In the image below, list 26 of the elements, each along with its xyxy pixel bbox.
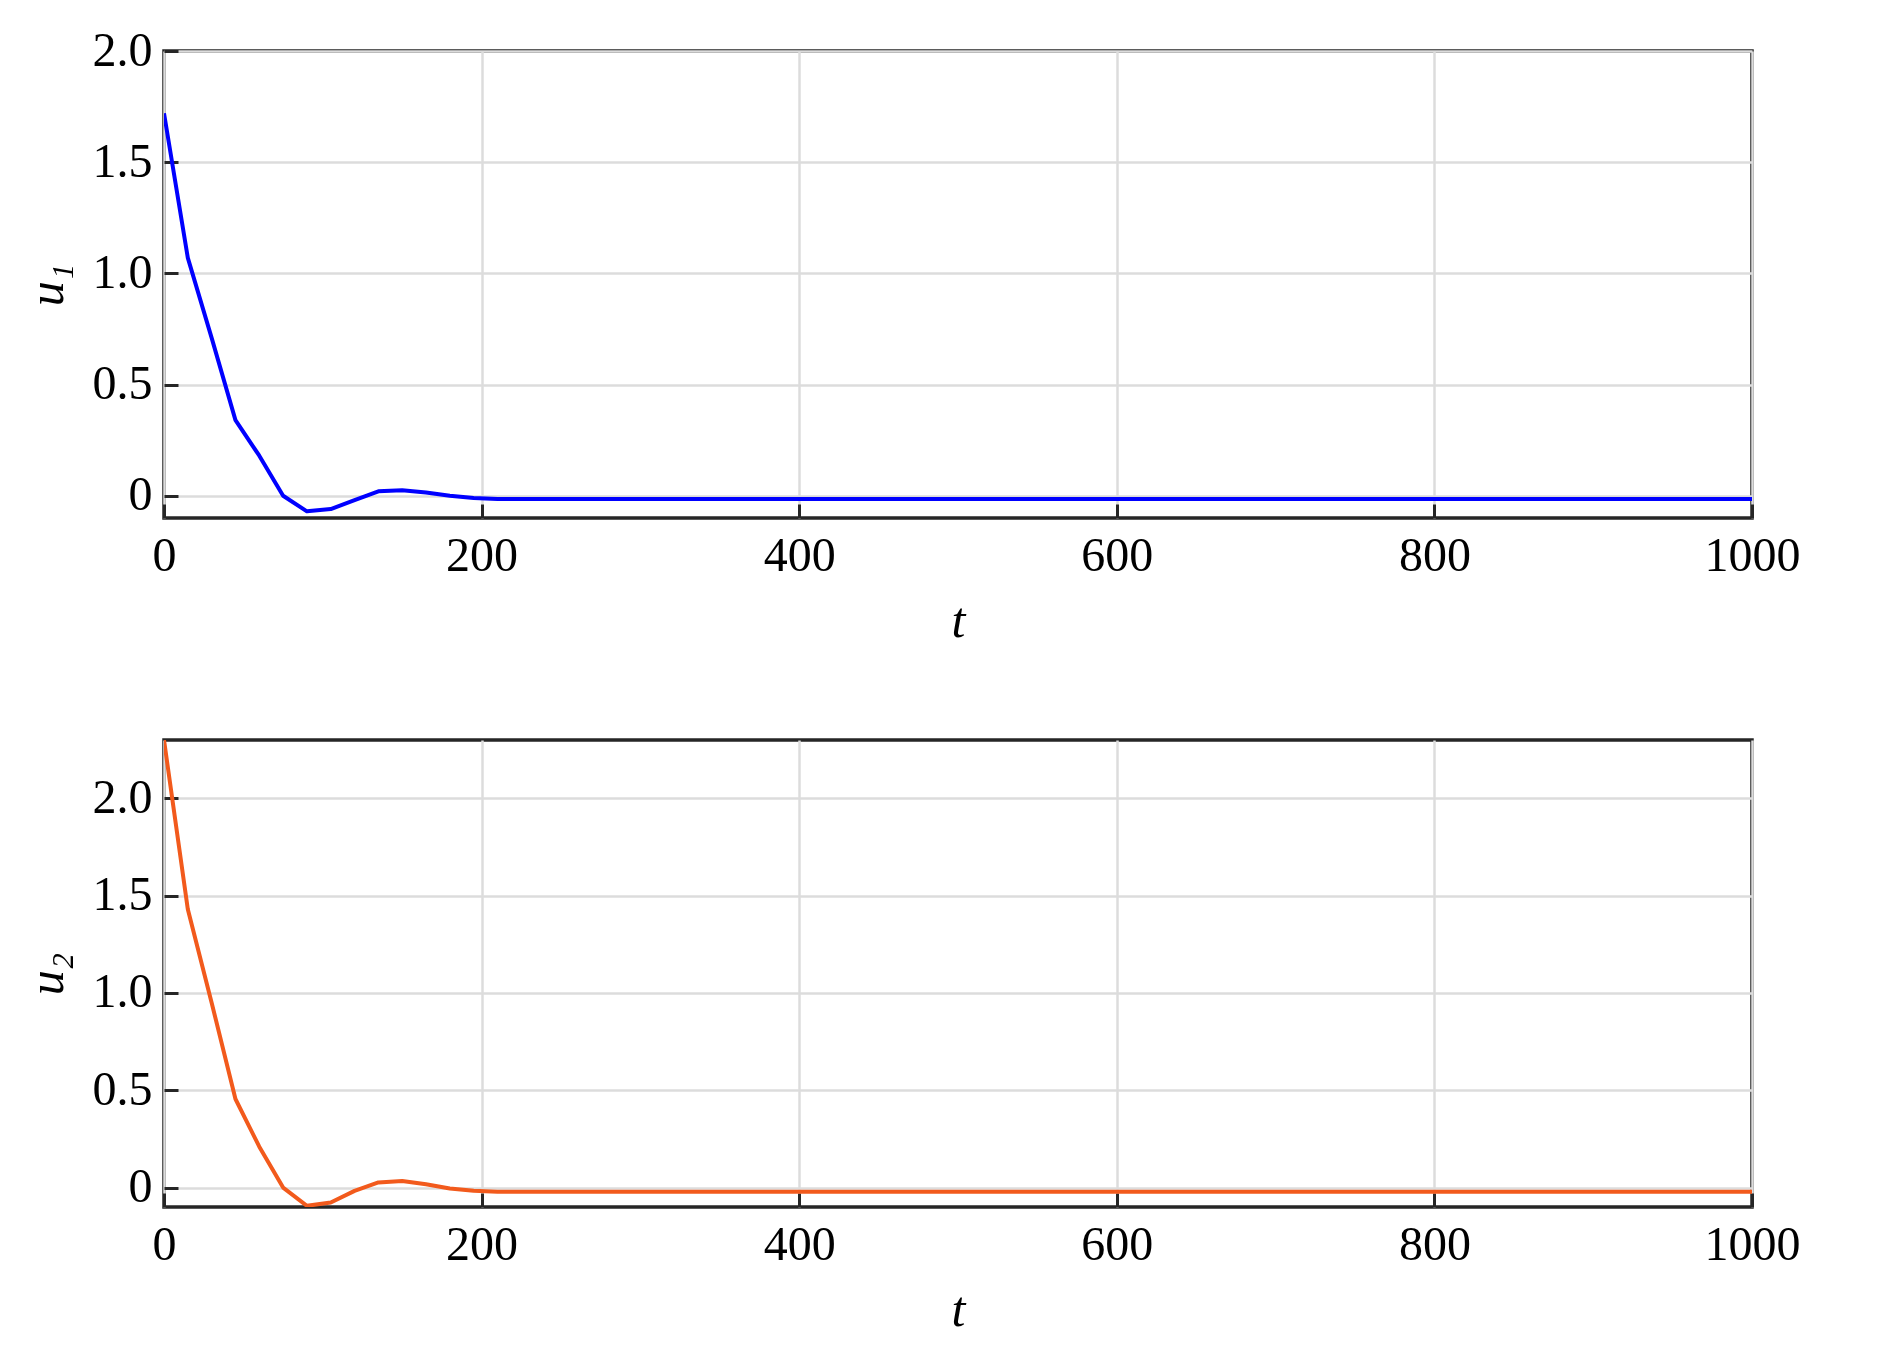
- y-tick-label: 1.0: [92, 244, 153, 298]
- y-tick-label: 1.5: [92, 133, 153, 187]
- line-series: [164, 740, 1752, 1207]
- y-axis-title: u₂: [17, 952, 74, 996]
- y-tick-label: 1.5: [92, 867, 153, 921]
- y-tick-label: 1.0: [92, 964, 153, 1018]
- y-tick-label: 0: [128, 1159, 153, 1213]
- x-tick-label: 200: [446, 1216, 519, 1270]
- x-tick-label: 800: [1398, 1216, 1471, 1270]
- y-tick-label: 0.5: [92, 1061, 153, 1115]
- x-tick-label: 600: [1081, 1216, 1154, 1270]
- x-tick-label: 600: [1081, 527, 1154, 581]
- x-axis-title: t: [951, 591, 967, 648]
- x-tick-label: 400: [763, 527, 836, 581]
- x-tick-label: 800: [1398, 527, 1471, 581]
- x-axis-title: t: [951, 1280, 967, 1337]
- y-tick-label: 2.0: [92, 22, 153, 76]
- y-tick-label: 0.5: [92, 356, 153, 410]
- y-tick-label: 0: [128, 467, 153, 521]
- x-tick-label: 400: [763, 1216, 836, 1270]
- x-tick-label: 1000: [1704, 527, 1801, 581]
- x-tick-label: 200: [446, 527, 519, 581]
- y-axis-title: u₁: [17, 263, 74, 307]
- line-series: [164, 111, 1752, 514]
- y-tick-label: 2.0: [92, 769, 153, 823]
- x-tick-label: 1000: [1704, 1216, 1801, 1270]
